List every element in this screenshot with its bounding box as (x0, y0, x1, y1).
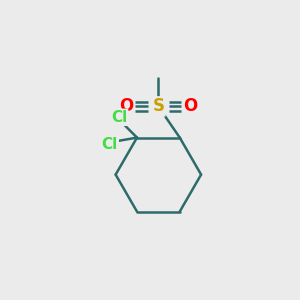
Text: S: S (152, 98, 164, 116)
Text: O: O (119, 98, 133, 116)
Text: Cl: Cl (101, 137, 118, 152)
Text: Cl: Cl (111, 110, 127, 125)
Text: O: O (184, 98, 198, 116)
